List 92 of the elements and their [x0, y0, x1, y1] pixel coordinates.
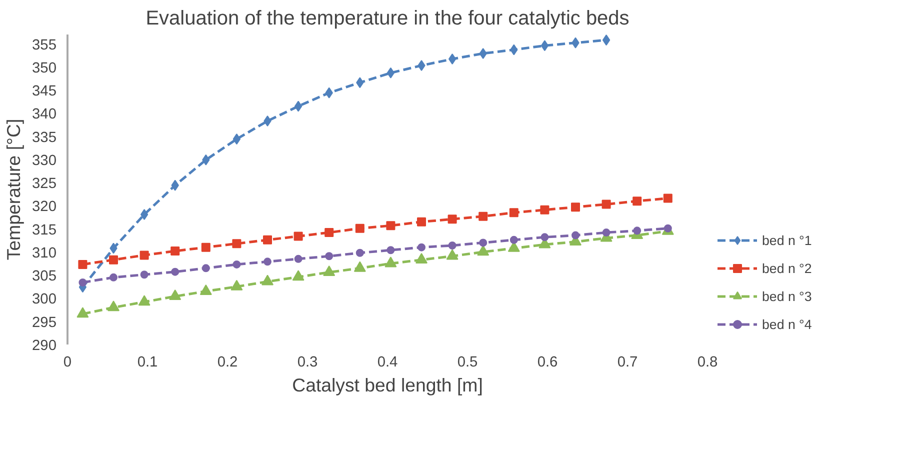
point	[663, 194, 672, 203]
x-tick-label: 0.7	[617, 354, 638, 370]
point	[294, 100, 302, 112]
point	[479, 238, 488, 247]
point	[232, 260, 241, 268]
point	[386, 221, 396, 230]
y-tick-label: 305	[32, 268, 57, 285]
x-tick-label: 0.1	[137, 354, 158, 370]
y-tick-label: 290	[32, 338, 57, 354]
point	[417, 217, 426, 226]
point	[632, 196, 642, 206]
point	[140, 250, 149, 260]
point	[540, 233, 549, 242]
point	[264, 258, 272, 266]
point	[446, 249, 458, 260]
point	[323, 265, 336, 276]
point	[110, 273, 118, 282]
point	[138, 295, 150, 306]
point	[263, 235, 272, 244]
legend-label: bed n °3	[762, 288, 812, 304]
point	[140, 208, 148, 220]
point	[78, 260, 88, 269]
y-tick-label: 320	[32, 199, 57, 216]
x-tick-label: 0.8	[697, 354, 718, 370]
x-axis-title: Catalyst bed length [m]	[292, 374, 483, 396]
y-tick-label: 295	[32, 314, 57, 331]
point	[540, 40, 549, 52]
x-tick-label: 0.3	[297, 354, 318, 370]
point	[664, 224, 672, 232]
point	[540, 205, 550, 214]
y-tick-label: 335	[32, 130, 57, 146]
point	[354, 261, 366, 272]
point	[324, 228, 334, 238]
y-axis-title: Temperature [°C]	[3, 118, 24, 260]
x-tick-label: 0.6	[537, 354, 558, 370]
point	[478, 212, 488, 221]
point	[262, 274, 274, 286]
point	[78, 278, 87, 286]
point	[230, 280, 243, 290]
point	[448, 54, 456, 65]
point	[140, 270, 148, 279]
point	[602, 34, 610, 46]
point	[571, 202, 580, 212]
y-tick-label: 350	[32, 60, 57, 76]
legend-label: bed n °1	[762, 232, 812, 248]
point	[76, 307, 89, 318]
point	[170, 246, 180, 256]
point	[418, 60, 426, 71]
point	[510, 236, 518, 244]
point	[325, 252, 334, 260]
point	[200, 284, 212, 295]
y-tick-label: 330	[32, 152, 57, 169]
point	[294, 232, 303, 241]
y-tick-label: 310	[32, 245, 57, 262]
point	[509, 208, 518, 218]
point	[386, 67, 395, 78]
y-tick-label: 355	[32, 37, 57, 54]
point	[355, 224, 364, 233]
x-tick-label: 0.4	[377, 354, 398, 370]
point	[171, 268, 180, 276]
point	[294, 254, 302, 263]
x-tick-label: 0.2	[217, 354, 238, 370]
point	[572, 231, 580, 240]
point	[384, 256, 397, 268]
y-tick-label: 345	[32, 84, 57, 100]
point	[633, 226, 642, 235]
y-tick-label: 315	[32, 222, 57, 238]
point	[232, 134, 241, 145]
point	[109, 255, 118, 264]
point	[477, 245, 490, 256]
point	[108, 300, 120, 312]
point	[416, 252, 428, 264]
y-tick-label: 325	[32, 176, 57, 192]
point	[418, 243, 426, 252]
point	[292, 270, 304, 281]
y-tick-label: 300	[32, 292, 57, 308]
legend-label: bed n °2	[762, 260, 812, 276]
x-tick-label: 0.5	[457, 354, 478, 370]
legend-label: bed n °4	[762, 316, 812, 332]
point	[201, 242, 210, 252]
point	[232, 239, 242, 248]
x-tick-label: 0	[63, 354, 72, 370]
point	[602, 200, 611, 209]
chart-title: Evaluation of the temperature in the four catalytic beds	[146, 8, 630, 30]
y-tick-label: 340	[32, 106, 57, 123]
point	[356, 248, 364, 257]
point	[602, 228, 610, 237]
point	[386, 246, 395, 254]
point	[448, 241, 456, 250]
point	[202, 264, 210, 272]
point	[169, 290, 182, 300]
point	[448, 214, 457, 224]
